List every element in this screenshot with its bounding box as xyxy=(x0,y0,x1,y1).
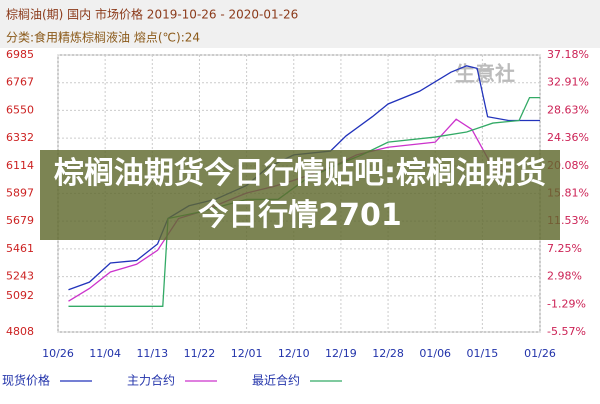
x-tick-label: 12/01 xyxy=(231,347,263,360)
x-tick-label: 10/26 xyxy=(42,347,74,360)
y2-tick-label: -5.57% xyxy=(547,325,586,338)
y-tick-label: 5679 xyxy=(6,214,34,227)
y-tick-label: 6767 xyxy=(6,76,34,89)
y2-tick-label: 37.18% xyxy=(547,48,589,61)
y2-tick-label: 2.98% xyxy=(547,270,582,283)
y2-tick-label: 7.25% xyxy=(547,242,582,255)
y-tick-label: 6332 xyxy=(6,131,34,144)
chart-title: 棕榈油(期) 国内 市场价格 2019-10-26 - 2020-01-26 xyxy=(6,7,298,22)
y-tick-label: 4808 xyxy=(6,325,34,338)
x-tick-label: 11/13 xyxy=(136,347,168,360)
x-tick-label: 12/28 xyxy=(372,347,404,360)
x-tick-label: 01/26 xyxy=(524,347,556,360)
chart-subtitle: 分类:食用精炼棕榈液油 熔点(℃):24 xyxy=(6,30,200,45)
y2-tick-label: 28.63% xyxy=(547,103,589,116)
x-tick-label: 01/15 xyxy=(467,347,499,360)
overlay-band xyxy=(40,150,560,240)
x-tick-label: 11/04 xyxy=(89,347,121,360)
legend-label: 最近合约 xyxy=(252,373,300,388)
x-tick-label: 11/22 xyxy=(184,347,216,360)
header-bg xyxy=(0,0,600,48)
x-tick-label: 12/19 xyxy=(325,347,357,360)
y2-tick-label: 24.36% xyxy=(547,131,589,144)
y-tick-label: 5461 xyxy=(6,242,34,255)
watermark: 生意社 xyxy=(455,62,515,86)
y-tick-label: 5897 xyxy=(6,186,34,199)
overlay-text: 棕榈油期货今日行情贴吧:棕榈油期货今日行情2701 xyxy=(54,156,546,233)
legend-label: 现货价格 xyxy=(2,373,50,388)
y2-tick-label: 32.91% xyxy=(547,76,589,89)
x-tick-label: 01/06 xyxy=(419,347,451,360)
y-tick-label: 6550 xyxy=(6,103,34,116)
x-tick-label: 12/10 xyxy=(278,347,310,360)
y2-tick-label: -1.29% xyxy=(547,297,586,310)
y-tick-label: 6114 xyxy=(6,159,34,172)
y-tick-label: 5243 xyxy=(6,270,34,283)
y-tick-label: 5092 xyxy=(6,289,34,302)
y-tick-label: 6985 xyxy=(6,48,34,61)
legend-label: 主力合约 xyxy=(127,373,175,388)
